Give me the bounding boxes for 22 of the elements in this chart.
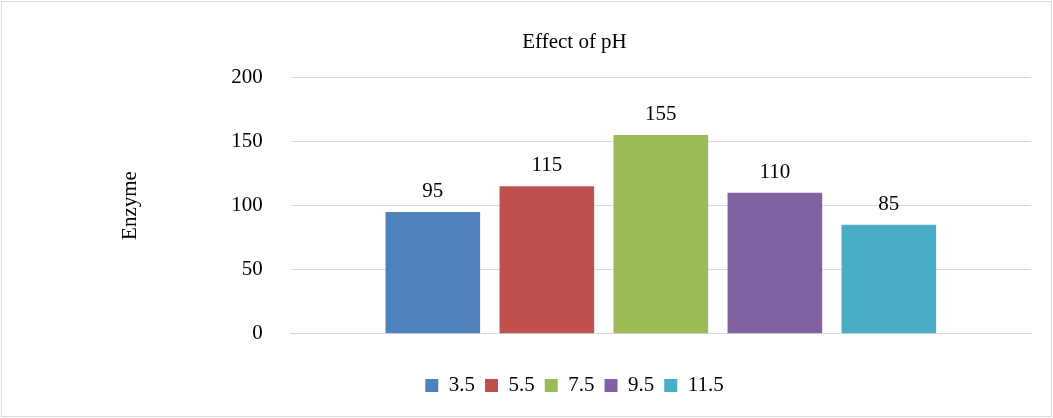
y-tick-label: 200 xyxy=(231,63,263,88)
legend-label: 11.5 xyxy=(687,372,724,397)
bar xyxy=(841,224,937,334)
bar xyxy=(727,192,823,334)
bar xyxy=(613,134,709,334)
data-label: 110 xyxy=(759,158,791,183)
data-label: 115 xyxy=(531,152,563,177)
legend-label: 7.5 xyxy=(568,372,595,397)
data-label: 155 xyxy=(645,100,677,125)
y-tick-label: 0 xyxy=(252,320,263,345)
y-tick-label: 150 xyxy=(231,127,263,152)
legend-label: 5.5 xyxy=(508,372,535,397)
chart-title: Effect of pH xyxy=(522,29,627,54)
y-tick-label: 100 xyxy=(231,192,263,217)
legend-label: 9.5 xyxy=(628,372,655,397)
data-label: 95 xyxy=(422,177,444,202)
y-axis-title: Enzyme xyxy=(117,171,142,240)
bar xyxy=(385,211,481,334)
y-tick-label: 50 xyxy=(241,256,263,281)
bar xyxy=(499,186,595,334)
data-label: 85 xyxy=(878,190,900,215)
legend-label: 3.5 xyxy=(448,372,476,397)
